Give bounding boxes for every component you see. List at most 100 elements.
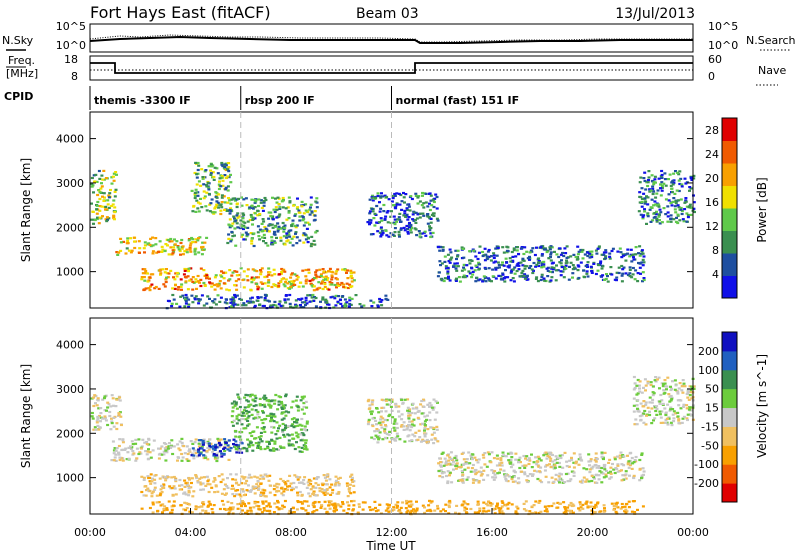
heatmap-cell bbox=[547, 455, 551, 459]
heatmap-cell bbox=[643, 179, 647, 183]
heatmap-cell bbox=[656, 378, 659, 381]
heatmap-cell bbox=[236, 489, 240, 492]
heatmap-cell bbox=[210, 211, 214, 214]
heatmap-cell bbox=[471, 481, 475, 484]
heatmap-cell bbox=[368, 212, 372, 215]
heatmap-cell bbox=[263, 430, 267, 433]
heatmap-cell bbox=[479, 474, 483, 477]
heatmap-cell bbox=[231, 484, 234, 487]
heatmap-cell bbox=[143, 279, 147, 282]
heatmap-cell bbox=[470, 456, 474, 459]
heatmap-cell bbox=[172, 445, 176, 448]
heatmap-cell bbox=[212, 175, 216, 179]
heatmap-cell bbox=[267, 211, 271, 214]
heatmap-cell bbox=[565, 460, 569, 463]
heatmap-cell bbox=[314, 271, 318, 274]
heatmap-cell bbox=[645, 195, 648, 198]
heatmap-cell bbox=[630, 510, 634, 513]
heatmap-cell bbox=[290, 418, 294, 421]
heatmap-cell bbox=[231, 271, 235, 274]
heatmap-cell bbox=[594, 460, 598, 463]
heatmap-cell bbox=[557, 255, 561, 259]
heatmap-cell bbox=[662, 207, 666, 210]
heatmap-cell bbox=[506, 265, 510, 268]
heatmap-cell bbox=[242, 213, 246, 217]
heatmap-cell bbox=[499, 274, 503, 278]
heatmap-cell bbox=[632, 474, 636, 477]
heatmap-cell bbox=[315, 509, 319, 512]
freq-label-line2: [MHz] bbox=[6, 67, 38, 80]
heatmap-cell bbox=[259, 482, 263, 485]
cpid-label: CPID bbox=[4, 90, 33, 103]
heatmap-cell bbox=[395, 422, 399, 425]
heatmap-cell bbox=[665, 388, 668, 391]
heatmap-cell bbox=[277, 490, 281, 493]
heatmap-cell bbox=[246, 268, 250, 271]
heatmap-cell bbox=[212, 480, 216, 483]
heatmap-cell bbox=[657, 215, 661, 218]
heatmap-cell bbox=[604, 473, 608, 476]
heatmap-cell bbox=[122, 240, 126, 243]
heatmap-cell bbox=[398, 235, 401, 238]
heatmap-cell bbox=[485, 255, 489, 258]
heatmap-cell bbox=[496, 502, 499, 505]
heatmap-cell bbox=[370, 305, 374, 308]
heatmap-cell bbox=[627, 500, 631, 503]
heatmap-cell bbox=[172, 475, 176, 479]
heatmap-cell bbox=[226, 209, 229, 212]
heatmap-cell bbox=[194, 280, 198, 283]
heatmap-cell bbox=[143, 251, 146, 254]
heatmap-cell bbox=[352, 491, 356, 494]
heatmap-cell bbox=[195, 176, 199, 179]
heatmap-cell bbox=[158, 269, 162, 272]
heatmap-cell bbox=[246, 424, 250, 427]
heatmap-cell bbox=[321, 280, 324, 283]
heatmap-cell bbox=[112, 416, 116, 419]
heatmap-cell bbox=[228, 449, 232, 452]
heatmap-cell bbox=[196, 274, 200, 278]
heatmap-cell bbox=[636, 410, 640, 413]
heatmap-cell bbox=[681, 391, 685, 394]
heatmap-cell bbox=[286, 282, 290, 285]
heatmap-cell bbox=[393, 418, 397, 421]
heatmap-cell bbox=[652, 216, 656, 219]
heatmap-cell bbox=[217, 183, 221, 186]
heatmap-cell bbox=[396, 501, 400, 504]
heatmap-cell bbox=[203, 274, 207, 277]
heatmap-cell bbox=[243, 476, 247, 479]
heatmap-cell bbox=[203, 455, 207, 458]
heatmap-cell bbox=[371, 196, 375, 199]
heatmap-cell bbox=[220, 163, 224, 166]
heatmap-cell bbox=[391, 197, 395, 200]
noise-search-trace bbox=[89, 34, 693, 43]
heatmap-cell bbox=[335, 270, 339, 273]
heatmap-cell bbox=[486, 504, 490, 507]
heatmap-cell bbox=[118, 396, 122, 399]
heatmap-cell bbox=[263, 447, 267, 451]
heatmap-cell bbox=[487, 267, 491, 270]
heatmap-cell bbox=[400, 424, 404, 427]
heatmap-cell bbox=[535, 263, 539, 266]
heatmap-cell bbox=[641, 280, 644, 283]
heatmap-cell bbox=[300, 493, 304, 496]
heatmap-cell bbox=[153, 486, 157, 489]
heatmap-cell bbox=[399, 228, 403, 231]
heatmap-cell bbox=[378, 201, 381, 204]
heatmap-cell bbox=[237, 197, 240, 200]
heatmap-cell bbox=[586, 505, 590, 508]
heatmap-cell bbox=[193, 298, 197, 301]
heatmap-cell bbox=[117, 414, 121, 417]
heatmap-cell bbox=[438, 475, 442, 478]
heatmap-cell bbox=[208, 438, 212, 441]
heatmap-cell bbox=[446, 272, 450, 275]
heatmap-cell bbox=[462, 458, 466, 461]
heatmap-cell bbox=[230, 487, 234, 490]
heatmap-cell bbox=[658, 222, 662, 225]
heatmap-cell bbox=[282, 490, 286, 493]
heatmap-cell bbox=[230, 238, 234, 241]
heatmap-cell bbox=[455, 277, 458, 280]
heatmap-cell bbox=[302, 412, 306, 415]
heatmap-cell bbox=[567, 509, 571, 512]
heatmap-cell bbox=[576, 269, 580, 272]
heatmap-cell bbox=[477, 470, 481, 473]
